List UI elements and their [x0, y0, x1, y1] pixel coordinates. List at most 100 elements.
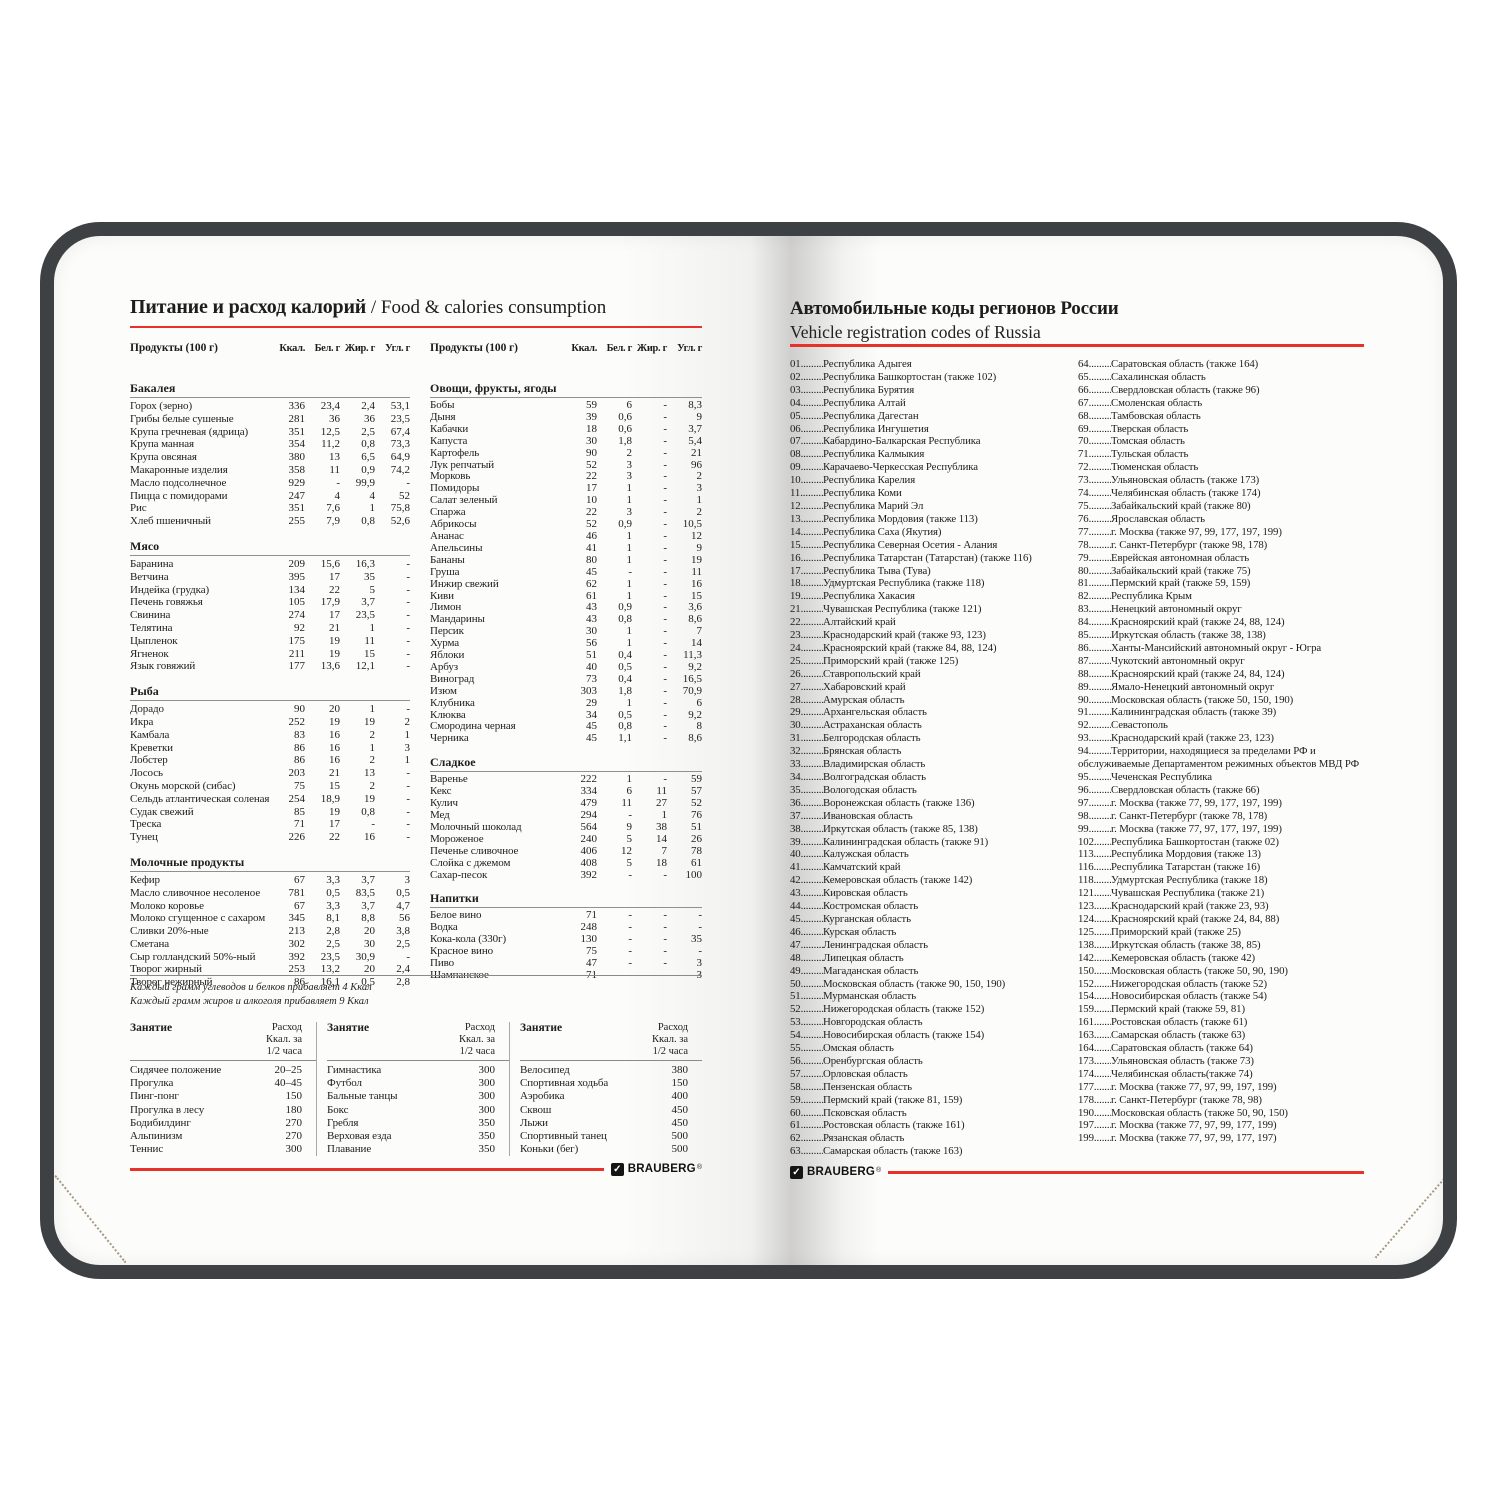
- code-number: 63..................: [790, 1145, 823, 1158]
- food-row: Смородина черная 45 0,8 - 8: [430, 721, 702, 733]
- code-number: 118..................: [1078, 874, 1111, 887]
- activity-value: 400: [671, 1090, 689, 1103]
- region-name: Московская область (также 50, 90, 150): [1111, 1106, 1288, 1119]
- code-entry: 52..................Нижегородская област…: [790, 1003, 1074, 1016]
- food-value: 0,5: [361, 976, 375, 989]
- food-value: 30,9: [355, 950, 375, 963]
- region-name: Еврейская автономная область: [1111, 551, 1250, 564]
- food-section: Напитки Белое вино 71- - - Водка 248- - - Кока-ко…: [430, 891, 702, 981]
- food-value: 52: [586, 518, 597, 531]
- food-value: 17: [329, 818, 340, 831]
- code-number: 13..................: [790, 512, 823, 525]
- food-value: -: [628, 921, 632, 934]
- code-entry: 03..................Республика Бурятия: [790, 384, 1074, 397]
- food-name: Киви: [430, 589, 454, 602]
- food-table-column-1: Продукты (100 г) Ккал. Бел. г Жир. г Угл. г Б…: [130, 342, 410, 989]
- food-value: 9: [696, 410, 703, 423]
- region-name: г. Москва (также 77, 97, 99, 177, 197): [1111, 1132, 1277, 1145]
- code-entry: 76..................Ярославская область: [1078, 513, 1364, 526]
- food-value: 75,8: [390, 502, 410, 515]
- food-value: 11: [621, 797, 632, 810]
- food-header-col: Ккал.: [571, 343, 597, 354]
- food-value: 86: [294, 976, 305, 989]
- code-entry: 80..................Забайкальский край (…: [1078, 565, 1364, 578]
- food-value: 2,5: [396, 937, 410, 950]
- food-value: -: [663, 945, 667, 958]
- food-value: 15,6: [320, 557, 340, 570]
- activity-row: Спортивный танец 500: [520, 1130, 702, 1143]
- region-name: Республика Тыва (Тува): [823, 564, 931, 577]
- food-name: Треска: [130, 818, 162, 831]
- food-row: Икра 252 19 19 2: [130, 716, 410, 729]
- right-page-footer: ✓ BRAUBERG ®: [790, 1166, 1364, 1179]
- activity-name: Гимнастика: [327, 1064, 382, 1076]
- food-value: -: [406, 621, 410, 634]
- food-value: 134: [288, 583, 306, 596]
- right-page: Автомобильные коды регионов России Vehic…: [790, 298, 1364, 1233]
- food-value: 16,5: [682, 672, 702, 685]
- region-name: Мурманская область: [823, 990, 917, 1003]
- code-entry: 17..................Республика Тыва (Тув…: [790, 565, 1074, 578]
- code-number: 56..................: [790, 1054, 823, 1067]
- region-name: Самарская область (также 63): [1111, 1029, 1246, 1042]
- food-row: Кефир 67 3,3 3,7 3: [130, 874, 410, 887]
- food-value: 252: [288, 715, 306, 728]
- food-value: 75: [294, 779, 305, 792]
- activity-value: 20–25: [274, 1064, 303, 1076]
- code-number: 95..................: [1078, 771, 1111, 784]
- region-name: Калининградская область (также 39): [1111, 706, 1277, 719]
- food-value: 67,4: [390, 425, 410, 438]
- food-value: 7: [696, 625, 703, 638]
- code-number: 199..................: [1078, 1132, 1111, 1145]
- code-entry: 21..................Чувашская Республика…: [790, 603, 1074, 616]
- food-row: Масло сливочное несоленое 781 0,5 83,5 0,5: [130, 887, 410, 900]
- food-value: 274: [288, 609, 306, 622]
- code-number: 75..................: [1078, 499, 1111, 512]
- food-section-title: Мясо: [130, 539, 410, 556]
- region-name: Ставропольский край: [823, 667, 921, 680]
- food-name: Абрикосы: [430, 518, 477, 531]
- code-entry: 69..................Тверская область: [1078, 423, 1364, 436]
- code-number: 18..................: [790, 577, 823, 590]
- food-section-title: Бакалея: [130, 381, 410, 398]
- region-name: Костромская область: [823, 900, 919, 913]
- food-value: 17: [329, 570, 340, 583]
- code-number: 96..................: [1078, 783, 1111, 796]
- code-number: 14..................: [790, 525, 823, 538]
- region-name: Красноярский край (также 24, 84, 124): [1111, 667, 1285, 680]
- code-number: 154..................: [1078, 990, 1111, 1003]
- activity-expense-label: Расход Ккал. за 1/2 часа: [459, 1022, 509, 1058]
- code-entry: 78..................г. Санкт-Петербург (…: [1078, 539, 1364, 552]
- food-value: 12: [621, 844, 632, 857]
- code-entry: 124..................Красноярский край (…: [1078, 913, 1364, 926]
- region-name: Курская область: [823, 925, 897, 938]
- code-entry: 48..................Липецкая область: [790, 952, 1074, 965]
- food-name: Тунец: [130, 831, 158, 844]
- code-entry: 06..................Республика Ингушетия: [790, 423, 1074, 436]
- food-value: 6: [626, 785, 633, 798]
- region-name: Калужская область: [823, 848, 909, 861]
- food-name: Сахар-песок: [430, 868, 488, 881]
- code-entry: 29..................Архангельская област…: [790, 706, 1074, 719]
- code-entry: 94..................Территории, находящи…: [1078, 745, 1364, 771]
- region-name: Курганская область: [823, 912, 911, 925]
- code-entry: 123..................Краснодарский край …: [1078, 900, 1364, 913]
- food-value: -: [663, 672, 667, 685]
- code-number: 41..................: [790, 861, 823, 874]
- food-value: -: [663, 649, 667, 662]
- food-value: -: [406, 660, 410, 673]
- activity-expense-label: Расход Ккал. за 1/2 часа: [652, 1022, 702, 1058]
- activity-row: Коньки (бег) 500: [520, 1143, 702, 1156]
- food-value: -: [663, 553, 667, 566]
- code-entry: 66..................Свердловская область…: [1078, 384, 1364, 397]
- region-name: Нижегородская область (также 52): [1111, 977, 1267, 990]
- region-name: Забайкальский край (также 75): [1111, 564, 1251, 577]
- brauberg-logo: ✓ BRAUBERG ®: [610, 1163, 702, 1176]
- code-entry: 10..................Республика Карелия: [790, 474, 1074, 487]
- food-value: 345: [288, 912, 306, 925]
- food-value: -: [663, 529, 667, 542]
- region-name: Новосибирская область (также 54): [1111, 990, 1267, 1003]
- food-name: Хурма: [430, 637, 460, 650]
- activity-row: Бальные танцы 300: [327, 1090, 509, 1103]
- code-entry: 74..................Челябинская область …: [1078, 487, 1364, 500]
